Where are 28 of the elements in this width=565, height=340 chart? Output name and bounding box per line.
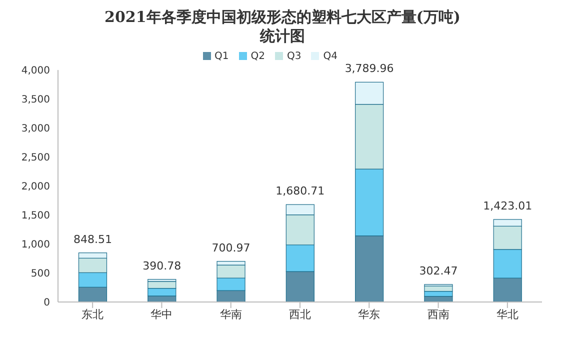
y-tick-label: 2,000: [21, 182, 50, 193]
x-tick-label: 华东: [358, 308, 380, 321]
chart-title: 2021年各季度中国初级形态的塑料七大区产量(万吨)统计图: [104, 8, 462, 46]
x-tick-label: 华中: [150, 308, 173, 321]
y-tick-label: 3,000: [21, 124, 50, 135]
total-label: 302.47: [419, 264, 458, 278]
x-tick-label: 东北: [82, 308, 104, 321]
total-label: 390.78: [142, 259, 182, 272]
legend-label: Q1: [214, 51, 229, 62]
total-label: 3,789.96: [344, 62, 394, 76]
legend-label: Q4: [323, 51, 338, 62]
y-tick-label: 4,000: [21, 66, 50, 77]
y-tick-label: 0: [44, 298, 50, 309]
total-label: 1,423.01: [483, 199, 532, 212]
x-tick-label: 西北: [289, 308, 311, 321]
total-label: 700.97: [212, 241, 250, 254]
y-tick-label: 2,500: [21, 152, 50, 164]
x-tick-label: 华北: [496, 308, 518, 321]
y-tick-label: 1,000: [21, 240, 50, 251]
total-label: 1,680.71: [276, 184, 325, 198]
x-tick-label: 西南: [427, 308, 450, 321]
y-tick-label: 3,500: [21, 94, 50, 106]
legend-label: Q3: [287, 51, 302, 62]
y-tick-label: 500: [30, 268, 50, 280]
legend-label: Q2: [250, 51, 265, 62]
total-label: 848.51: [73, 232, 112, 246]
y-tick-label: 1,500: [21, 210, 50, 222]
x-tick-label: 华南: [220, 308, 242, 321]
